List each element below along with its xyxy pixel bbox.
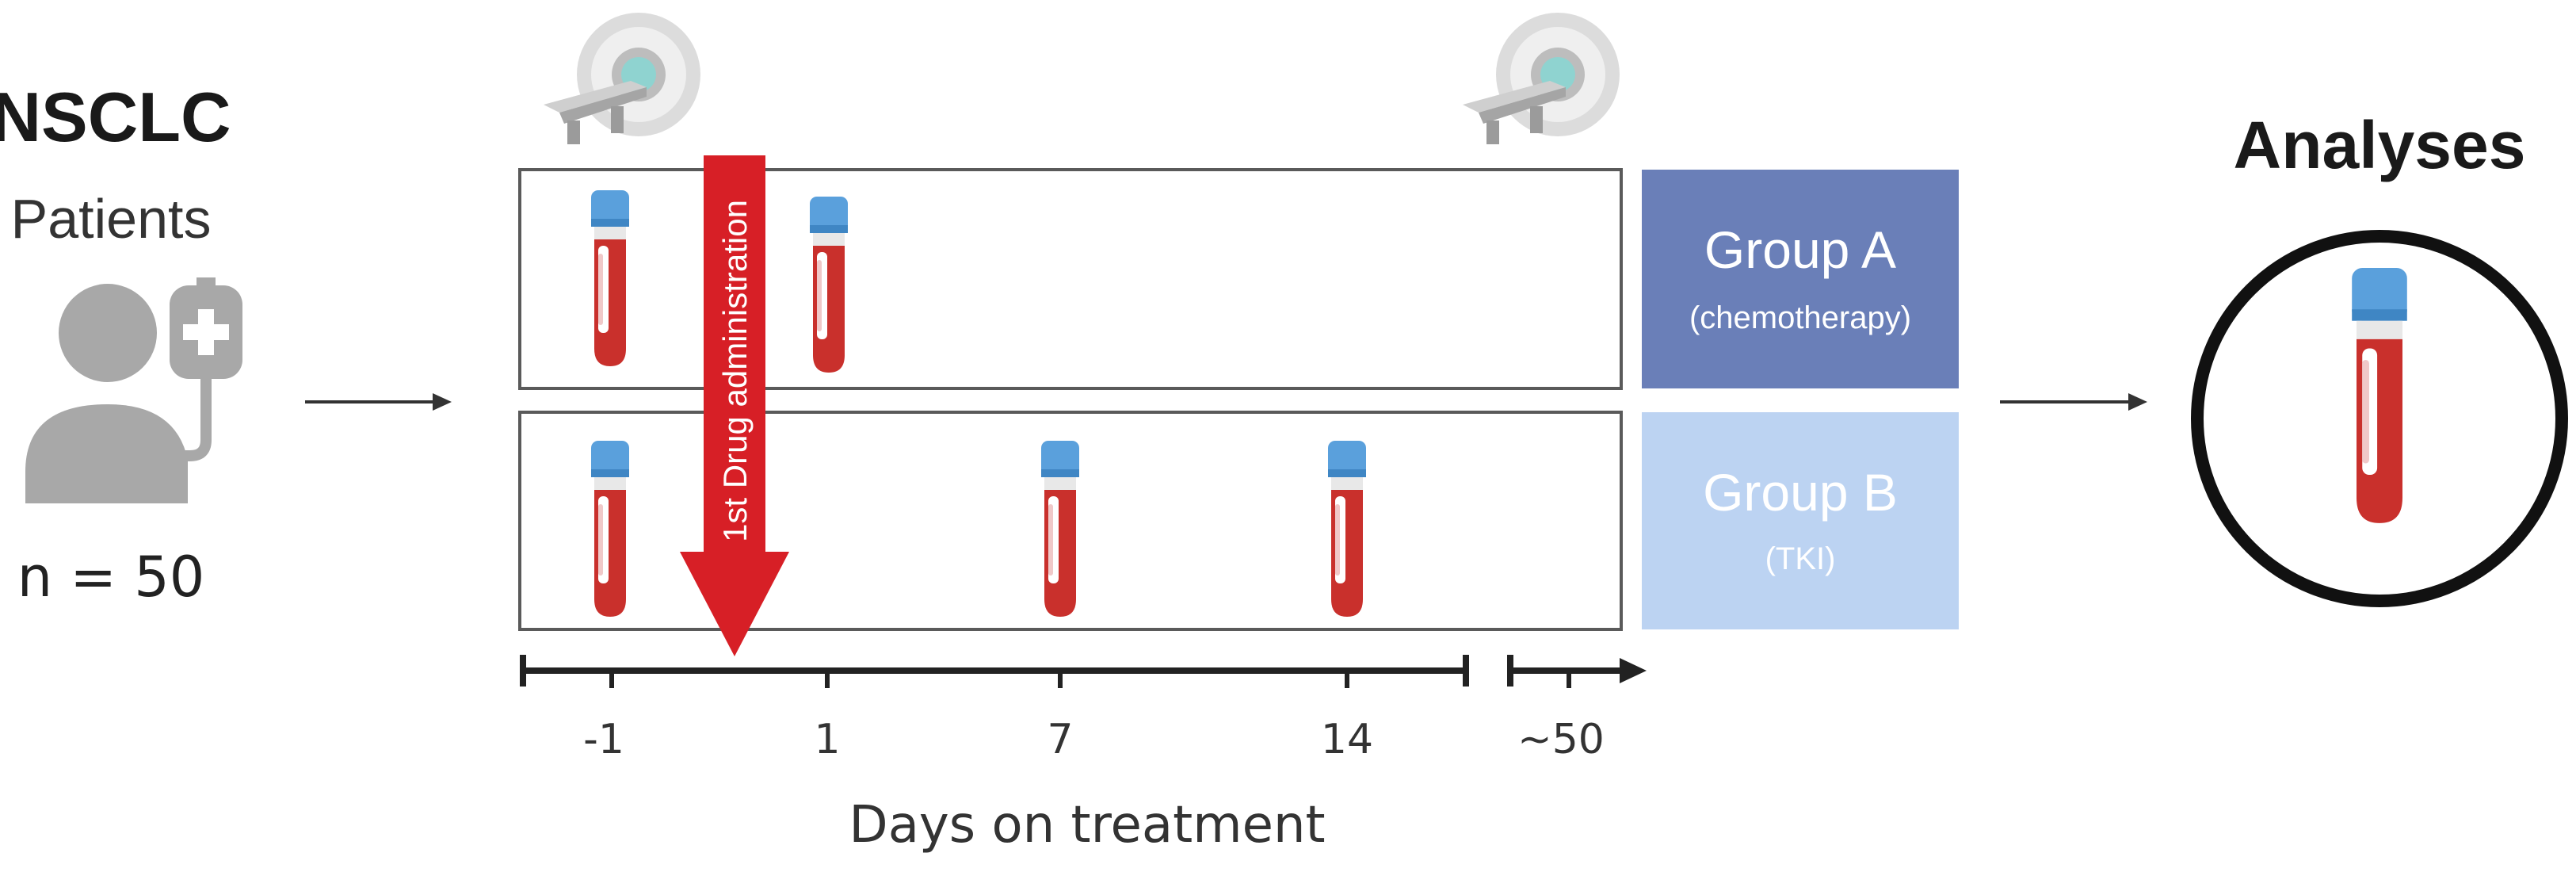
blood-tube-icon [1328, 441, 1366, 617]
group-b-sub: (TKI) [1765, 541, 1836, 576]
drug-administration-label: 1st Drug administration [716, 200, 754, 542]
group-a-name: Group A [1704, 220, 1896, 279]
patients-subtitle: Patients [11, 188, 212, 250]
tick-label: 1 [814, 716, 840, 763]
blood-tube-icon [591, 190, 629, 366]
flow-arrow-right [2000, 393, 2147, 411]
analyses-title: Analyses [2234, 108, 2526, 182]
patient-iv-icon [25, 277, 242, 503]
timeline-axis [520, 655, 1647, 688]
flow-arrow-left [305, 393, 452, 411]
tick-label: 7 [1047, 716, 1073, 763]
blood-tube-icon [1041, 441, 1079, 617]
tick-label: -1 [583, 716, 624, 763]
axis-label: Days on treatment [849, 796, 1325, 855]
group-a-row [518, 168, 1623, 390]
group-b-box [1642, 412, 1959, 629]
blood-tube-icon [591, 441, 629, 617]
group-a-box [1642, 170, 1959, 388]
ct-scanner-icon [1463, 13, 1620, 144]
tick-label: ~50 [1517, 716, 1605, 763]
patients-title: NSCLC [0, 78, 231, 156]
group-a-sub: (chemotherapy) [1689, 300, 1911, 335]
patient-count: n = 50 [17, 545, 205, 610]
drug-administration-arrow: 1st Drug administration [680, 155, 789, 656]
tick-label: 14 [1321, 716, 1373, 763]
blood-tube-icon [2352, 268, 2407, 523]
ct-scanner-icon [544, 13, 700, 144]
blood-tube-icon [810, 197, 848, 373]
group-b-name: Group B [1703, 463, 1898, 522]
